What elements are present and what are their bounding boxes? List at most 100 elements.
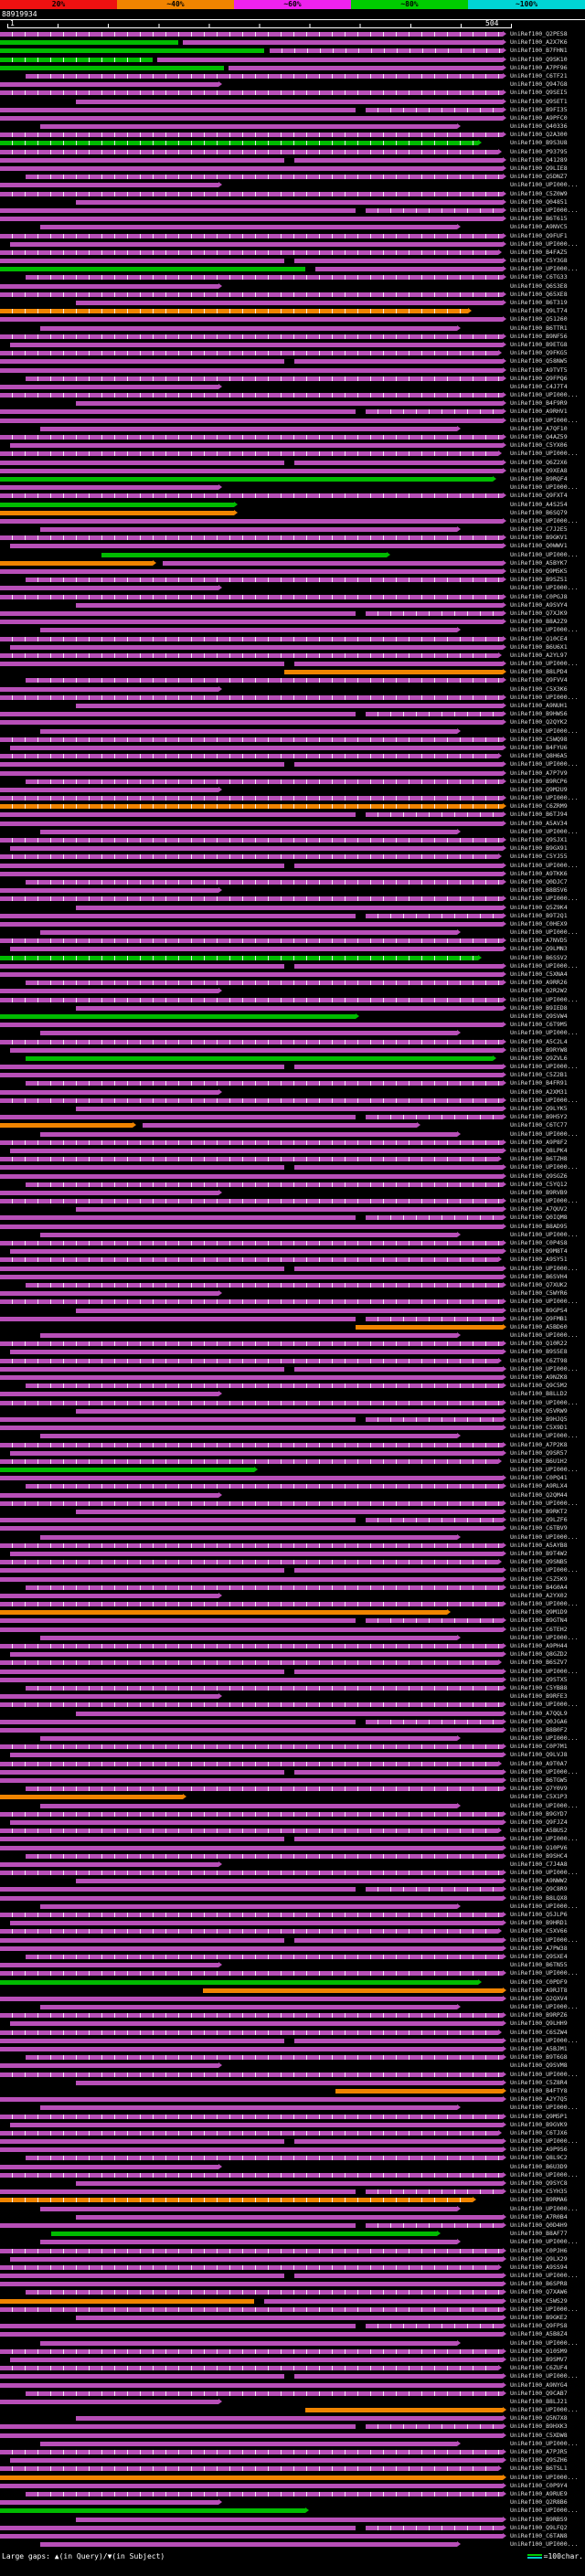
- alignment-bar[interactable]: [10, 2457, 507, 2464]
- hit-label[interactable]: UniRef100_Q58NW5: [510, 357, 568, 366]
- alignment-bar[interactable]: [294, 761, 507, 768]
- alignment-bar[interactable]: [76, 904, 507, 910]
- alignment-bar[interactable]: [366, 1114, 507, 1120]
- hit-label[interactable]: UniRef100_B8B0F2: [510, 1725, 568, 1733]
- hit-label[interactable]: UniRef100_Q2A300: [510, 131, 568, 139]
- hit-label[interactable]: UniRef100_UPI000...: [510, 1331, 579, 1340]
- hit-label[interactable]: UniRef100_B7FHN1: [510, 47, 568, 55]
- hit-label[interactable]: UniRef100_C5Z5K9: [510, 1574, 568, 1583]
- hit-label[interactable]: UniRef100_UPI000...: [510, 2137, 579, 2146]
- hit-label[interactable]: UniRef100_A9RUE9: [510, 2489, 568, 2497]
- hit-label[interactable]: UniRef100_B6TSL1: [510, 2465, 568, 2473]
- alignment-bar[interactable]: [76, 1004, 507, 1011]
- alignment-bar[interactable]: [0, 2197, 477, 2203]
- alignment-bar[interactable]: [0, 2071, 507, 2077]
- alignment-bar[interactable]: [0, 2029, 502, 2035]
- hit-label[interactable]: UniRef100_B6SVH4: [510, 1272, 568, 1280]
- alignment-bar[interactable]: [10, 1818, 507, 1825]
- alignment-bar[interactable]: [0, 1391, 223, 1397]
- alignment-bar[interactable]: [0, 803, 507, 810]
- hit-label[interactable]: UniRef100_B9HXK3: [510, 2422, 568, 2431]
- alignment-bar[interactable]: [0, 1273, 507, 1279]
- hit-label[interactable]: UniRef100_B6T615: [510, 215, 568, 223]
- hit-label[interactable]: UniRef100_Q9FJZ4: [510, 1818, 568, 1826]
- hit-label[interactable]: UniRef100_Q9LZF6: [510, 1516, 568, 1524]
- hit-label[interactable]: UniRef100_B9RPZ6: [510, 2011, 568, 2019]
- alignment-bar[interactable]: [40, 1634, 462, 1640]
- alignment-bar[interactable]: [366, 2423, 507, 2430]
- alignment-bar[interactable]: [0, 148, 502, 154]
- hit-label[interactable]: UniRef100_B6U3D9: [510, 2162, 568, 2170]
- hit-label[interactable]: UniRef100_A2XM31: [510, 1087, 568, 1096]
- alignment-bar[interactable]: [25, 174, 507, 180]
- alignment-bar[interactable]: [0, 812, 356, 818]
- alignment-bar[interactable]: [0, 2449, 507, 2454]
- hit-label[interactable]: UniRef100_B8LJ21: [510, 2397, 568, 2405]
- hit-label[interactable]: UniRef100_C5YX06: [510, 441, 568, 450]
- alignment-bar[interactable]: [366, 2189, 507, 2195]
- hit-label[interactable]: UniRef100_UPI000...: [510, 1532, 579, 1541]
- hit-label[interactable]: UniRef100_Q2QYK2: [510, 718, 568, 726]
- hit-label[interactable]: UniRef100_A2X7K6: [510, 38, 568, 47]
- alignment-bar[interactable]: [0, 2465, 502, 2472]
- alignment-bar[interactable]: [294, 358, 507, 365]
- hit-label[interactable]: UniRef100_UPI000...: [510, 2272, 579, 2280]
- alignment-bar[interactable]: [10, 1248, 507, 1255]
- alignment-bar[interactable]: [10, 240, 507, 247]
- hit-label[interactable]: UniRef100_Q0WWV1: [510, 542, 568, 550]
- alignment-bar[interactable]: [0, 1189, 223, 1195]
- hit-label[interactable]: UniRef100_UPI000...: [510, 391, 579, 399]
- alignment-bar[interactable]: [0, 1810, 507, 1817]
- alignment-bar[interactable]: [0, 1559, 502, 1565]
- alignment-bar[interactable]: [0, 1726, 507, 1733]
- alignment-bar[interactable]: [269, 48, 507, 54]
- hit-label[interactable]: UniRef100_Q9SVW4: [510, 1012, 568, 1020]
- alignment-bar[interactable]: [294, 1836, 507, 1842]
- alignment-bar[interactable]: [0, 1022, 507, 1028]
- alignment-bar[interactable]: [142, 1122, 421, 1129]
- hit-label[interactable]: UniRef100_UPI000...: [510, 450, 579, 458]
- alignment-bar[interactable]: [25, 72, 507, 79]
- hit-label[interactable]: UniRef100_Q0IQM8: [510, 1214, 568, 1222]
- hit-label[interactable]: UniRef100_Q7XAW6: [510, 2288, 568, 2296]
- alignment-bar[interactable]: [366, 1214, 507, 1221]
- alignment-bar[interactable]: [0, 2525, 356, 2530]
- hit-label[interactable]: UniRef100_B9IED8: [510, 1003, 568, 1012]
- alignment-bar[interactable]: [0, 1399, 507, 1405]
- alignment-bar[interactable]: [0, 1316, 356, 1321]
- alignment-bar[interactable]: [0, 712, 356, 717]
- alignment-bar[interactable]: [10, 1046, 507, 1053]
- alignment-bar[interactable]: [0, 1887, 356, 1892]
- hit-label[interactable]: UniRef100_Q51260: [510, 315, 568, 323]
- hit-label[interactable]: UniRef100_B6SSV2: [510, 953, 568, 961]
- hit-label[interactable]: UniRef100_UPI000...: [510, 1364, 579, 1373]
- hit-label[interactable]: UniRef100_UPI000...: [510, 1869, 579, 1877]
- alignment-bar[interactable]: [0, 1744, 507, 1750]
- alignment-bar[interactable]: [0, 1870, 507, 1876]
- hit-label[interactable]: UniRef100_B6U6X1: [510, 642, 568, 651]
- hit-label[interactable]: UniRef100_B9HWS6: [510, 710, 568, 718]
- alignment-bar[interactable]: [25, 2155, 507, 2161]
- hit-label[interactable]: UniRef100_B9HJQ5: [510, 1415, 568, 1423]
- hit-label[interactable]: UniRef100_UPI000...: [510, 1197, 579, 1205]
- alignment-bar[interactable]: [0, 1659, 502, 1666]
- hit-label[interactable]: UniRef100_B9GVK9: [510, 2120, 568, 2128]
- alignment-bar[interactable]: [10, 1651, 507, 1658]
- hit-label[interactable]: UniRef100_B9GTN4: [510, 1617, 568, 1625]
- alignment-bar[interactable]: [0, 2062, 223, 2069]
- alignment-bar[interactable]: [40, 1735, 462, 1742]
- hit-label[interactable]: UniRef100_B9T2Q1: [510, 911, 568, 919]
- hit-label[interactable]: UniRef100_Q9C8R9: [510, 1885, 568, 1893]
- hit-label[interactable]: UniRef100_Q9M8T4: [510, 1247, 568, 1256]
- hit-label[interactable]: UniRef100_A7P7V9: [510, 769, 568, 777]
- alignment-bar[interactable]: [40, 2339, 462, 2346]
- alignment-bar[interactable]: [0, 140, 482, 146]
- hit-label[interactable]: UniRef100_B4FTY8: [510, 2086, 568, 2094]
- hit-label[interactable]: UniRef100_C5YJ55: [510, 853, 568, 861]
- hit-label[interactable]: UniRef100_A2YX02: [510, 1591, 568, 1599]
- alignment-bar[interactable]: [25, 2490, 507, 2496]
- alignment-bar[interactable]: [0, 1425, 507, 1431]
- alignment-bar[interactable]: [0, 2096, 507, 2103]
- alignment-bar[interactable]: [40, 1030, 462, 1036]
- alignment-bar[interactable]: [0, 165, 507, 171]
